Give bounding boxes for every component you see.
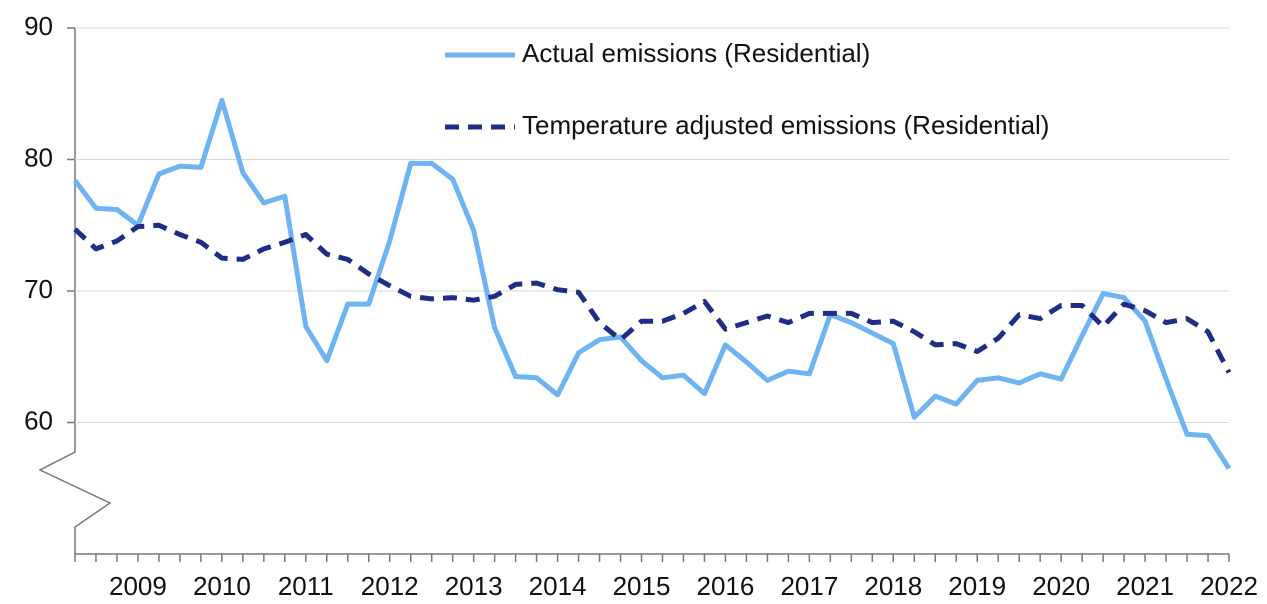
- x-tick-label: 2013: [445, 571, 503, 601]
- x-tick-label: 2021: [1116, 571, 1174, 601]
- y-tick-label: 70: [24, 274, 53, 304]
- y-tick-label: 60: [24, 405, 53, 435]
- x-tick-label: 2020: [1032, 571, 1090, 601]
- y-tick-label: 90: [24, 11, 53, 41]
- series-line: [73, 97, 1232, 470]
- legend-label: Temperature adjusted emissions (Resident…: [522, 110, 1049, 140]
- x-tick-label: 2012: [361, 571, 419, 601]
- series-line: [73, 222, 1232, 374]
- x-tick-label: 2011: [278, 571, 334, 601]
- x-tick-label: 2014: [529, 571, 587, 601]
- x-tick-label: 2015: [613, 571, 671, 601]
- legend-label: Actual emissions (Residential): [522, 38, 870, 68]
- x-tick-label: 2018: [864, 571, 922, 601]
- x-tick-label: 2017: [780, 571, 838, 601]
- y-axis: [38, 28, 112, 554]
- x-tick-label: 2010: [193, 571, 251, 601]
- x-tick-label: 2016: [697, 571, 755, 601]
- y-tick-label: 80: [24, 142, 53, 172]
- x-tick-label: 2019: [948, 571, 1006, 601]
- x-tick-label: 2022: [1200, 571, 1258, 601]
- x-tick-label: 2009: [109, 571, 167, 601]
